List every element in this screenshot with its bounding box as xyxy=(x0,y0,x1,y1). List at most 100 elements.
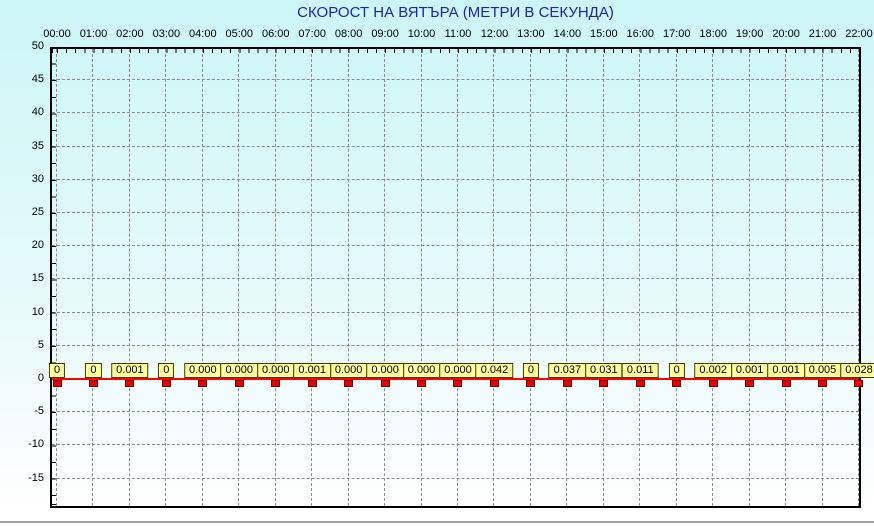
x-axis-label: 06:00 xyxy=(261,28,290,40)
horizontal-gridline xyxy=(52,145,859,147)
vertical-gridline xyxy=(566,49,568,506)
x-axis-label: 15:00 xyxy=(590,28,618,40)
x-axis-label: 12:00 xyxy=(480,28,509,40)
grid xyxy=(52,49,859,506)
y-axis-label: 20 xyxy=(31,239,44,252)
x-axis-label: 17:00 xyxy=(662,28,691,40)
vertical-gridline xyxy=(456,49,458,506)
data-point-marker xyxy=(380,380,390,387)
vertical-gridline xyxy=(56,49,57,506)
x-axis-label: 02:00 xyxy=(116,28,144,40)
data-point-marker xyxy=(198,380,208,387)
y-axis-label: 10 xyxy=(31,305,44,318)
y-axis-label: -15 xyxy=(28,471,44,484)
x-axis-label: 09:00 xyxy=(371,28,399,40)
data-point-marker xyxy=(526,380,536,387)
data-value-label: 0.000 xyxy=(329,363,368,378)
vertical-gridline xyxy=(128,49,130,506)
data-point-marker xyxy=(745,380,755,387)
bottom-separator-line xyxy=(0,521,874,523)
x-axis-label: 16:00 xyxy=(626,28,655,40)
horizontal-gridline xyxy=(52,212,859,213)
y-axis-label: -10 xyxy=(28,438,44,451)
plot-area: 0 0 0.001 0 0.000 0.000 0.000 0.001 0.000 0.000 0.… xyxy=(48,47,874,508)
horizontal-gridline xyxy=(52,79,859,81)
y-axis-label: 0 xyxy=(37,372,44,384)
data-point-marker xyxy=(672,380,682,387)
data-point-marker xyxy=(708,380,718,387)
zero-line xyxy=(52,378,859,380)
y-axis-label: 40 xyxy=(31,106,44,119)
data-value-label: 0.000 xyxy=(220,363,259,378)
vertical-gridline xyxy=(165,49,167,506)
y-axis-label: 45 xyxy=(31,73,44,86)
x-axis-label: 13:00 xyxy=(517,28,545,40)
data-value-label: 0 xyxy=(48,363,66,378)
vertical-gridline xyxy=(857,49,859,506)
vertical-gridline xyxy=(748,49,750,506)
horizontal-gridline xyxy=(52,245,859,247)
data-value-label: 0.001 xyxy=(111,363,149,378)
x-axis-label: 05:00 xyxy=(225,28,254,40)
x-axis-label: 21:00 xyxy=(808,28,837,40)
x-axis-label: 20:00 xyxy=(772,28,800,40)
vertical-gridline xyxy=(311,49,313,506)
horizontal-gridline xyxy=(52,178,859,180)
horizontal-gridline xyxy=(52,344,859,346)
data-point-marker xyxy=(161,380,171,387)
x-axis-label: 14:00 xyxy=(553,28,582,40)
data-point-marker xyxy=(489,380,499,387)
data-value-label: 0 xyxy=(668,363,685,378)
vertical-gridline xyxy=(529,49,531,506)
data-value-label: 0 xyxy=(522,363,539,378)
data-point-marker xyxy=(635,380,645,387)
data-value-label: 0.000 xyxy=(439,363,477,378)
data-value-label: 0 xyxy=(85,363,102,378)
y-axis-label: 50 xyxy=(31,40,44,52)
vertical-gridline xyxy=(821,49,823,506)
x-axis-label: 18:00 xyxy=(699,28,727,40)
data-value-label: 0 xyxy=(158,363,175,378)
vertical-gridline xyxy=(201,49,203,506)
data-point-marker xyxy=(52,380,62,387)
vertical-gridline xyxy=(785,49,787,506)
top-axis-ticks xyxy=(52,49,859,53)
data-value-label: 0.042 xyxy=(475,363,514,378)
x-axis-label: 07:00 xyxy=(298,28,326,40)
vertical-gridline xyxy=(347,49,349,506)
data-points: 0 0 0.001 0 0.000 0.000 0.000 0.001 0.000 0.000 0.… xyxy=(48,49,874,506)
data-value-label: 0.000 xyxy=(366,363,404,378)
vertical-gridline xyxy=(92,49,94,506)
x-axis-label: 11:00 xyxy=(444,28,472,40)
data-value-label: 0.002 xyxy=(694,363,732,378)
vertical-gridline xyxy=(384,49,386,506)
data-point-marker xyxy=(307,380,317,387)
x-axis-label: 08:00 xyxy=(334,28,363,40)
data-point-marker xyxy=(453,380,463,387)
data-point-marker xyxy=(854,380,864,387)
x-axis-label: 00:00 xyxy=(43,28,71,40)
data-value-label: 0.011 xyxy=(621,363,659,378)
vertical-gridline xyxy=(238,49,240,506)
vertical-gridline xyxy=(493,49,495,506)
vertical-gridline xyxy=(639,49,641,506)
data-value-label: 0.005 xyxy=(803,363,842,378)
data-value-label: 0.031 xyxy=(585,363,623,378)
data-value-label: 0.037 xyxy=(548,363,587,378)
horizontal-gridline xyxy=(52,411,859,413)
data-point-marker xyxy=(234,380,244,387)
data-value-label: 0.001 xyxy=(767,363,805,378)
x-axis-label: 19:00 xyxy=(735,28,764,40)
data-point-marker xyxy=(818,380,828,387)
data-point-marker xyxy=(562,380,572,387)
vertical-gridline xyxy=(712,49,714,506)
left-axis-ticks xyxy=(52,49,56,506)
y-axis-label: 25 xyxy=(31,206,44,218)
x-axis-label: 04:00 xyxy=(189,28,217,40)
x-axis-label: 22:00 xyxy=(845,28,873,40)
vertical-gridline xyxy=(420,49,422,506)
horizontal-gridline xyxy=(52,477,859,479)
horizontal-gridline xyxy=(52,112,859,114)
data-value-label: 0.001 xyxy=(293,363,331,378)
